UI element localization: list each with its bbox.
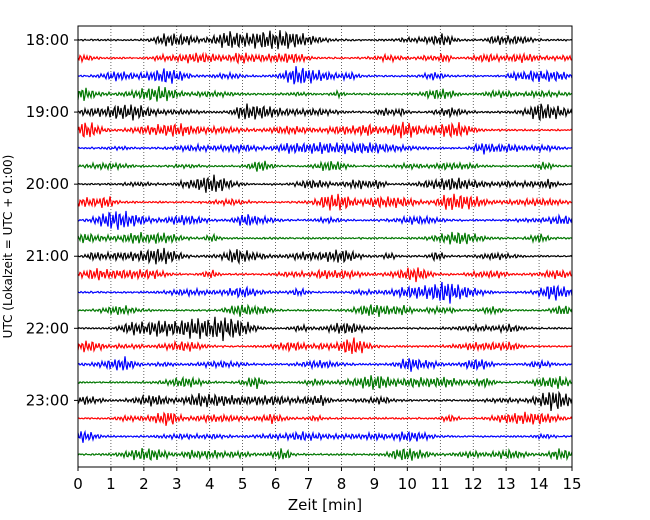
x-tick-label: 12: [464, 475, 483, 493]
y-tick-label: 22:00: [26, 319, 69, 337]
y-tick-label: 18:00: [26, 31, 69, 49]
trace-row-7: [77, 160, 573, 172]
y-axis-ticks: 18:00 19:00 20:00 21:00 22:00 23:00: [26, 31, 78, 409]
plot-frame: [77, 25, 573, 468]
trace-row-17: [77, 337, 573, 354]
x-axis-label: Zeit [min]: [288, 496, 362, 514]
trace-row-13: [77, 267, 573, 283]
trace-row-10: [77, 210, 573, 230]
trace-row-0: [77, 30, 573, 50]
trace-row-21: [77, 411, 573, 426]
trace-row-12: [77, 247, 573, 266]
trace-row-16: [77, 316, 573, 342]
trace-row-6: [77, 140, 573, 155]
x-tick-label: 7: [304, 475, 314, 493]
x-tick-label: 3: [172, 475, 182, 493]
x-tick-label: 1: [106, 475, 116, 493]
trace-row-20: [77, 390, 573, 411]
x-tick-label: 9: [370, 475, 380, 493]
x-tick-label: 15: [562, 475, 581, 493]
trace-row-4: [77, 103, 573, 122]
x-tick-label: 5: [238, 475, 248, 493]
trace-row-22: [77, 429, 573, 443]
x-tick-label: 10: [398, 475, 417, 493]
trace-row-14: [77, 281, 573, 304]
x-axis-ticks: 0 1 2 3 4 5 6 7 8 9 10 11 12 13 14 15: [73, 467, 582, 493]
x-tick-label: 2: [139, 475, 149, 493]
x-tick-label: 14: [530, 475, 549, 493]
trace-row-23: [77, 447, 573, 462]
trace-row-18: [77, 356, 573, 372]
trace-row-8: [77, 174, 573, 193]
x-tick-label: 8: [337, 475, 347, 493]
x-tick-label: 13: [497, 475, 516, 493]
y-tick-label: 23:00: [26, 391, 69, 409]
trace-row-19: [77, 375, 573, 390]
trace-row-5: [77, 121, 573, 139]
y-tick-label: 21:00: [26, 247, 69, 265]
trace-row-9: [77, 193, 573, 211]
trace-series: [77, 30, 573, 462]
y-tick-label: 20:00: [26, 175, 69, 193]
x-tick-label: 6: [271, 475, 281, 493]
trace-row-1: [77, 51, 573, 65]
y-axis-label: UTC (Lokalzeit = UTC + 01:00): [1, 155, 15, 339]
x-tick-label: 4: [205, 475, 215, 493]
trace-row-2: [77, 66, 573, 85]
x-tick-label: 11: [431, 475, 450, 493]
trace-row-15: [77, 303, 573, 317]
trace-row-3: [77, 86, 573, 102]
trace-row-11: [77, 231, 573, 245]
x-tick-label: 0: [73, 475, 83, 493]
y-tick-label: 19:00: [26, 103, 69, 121]
